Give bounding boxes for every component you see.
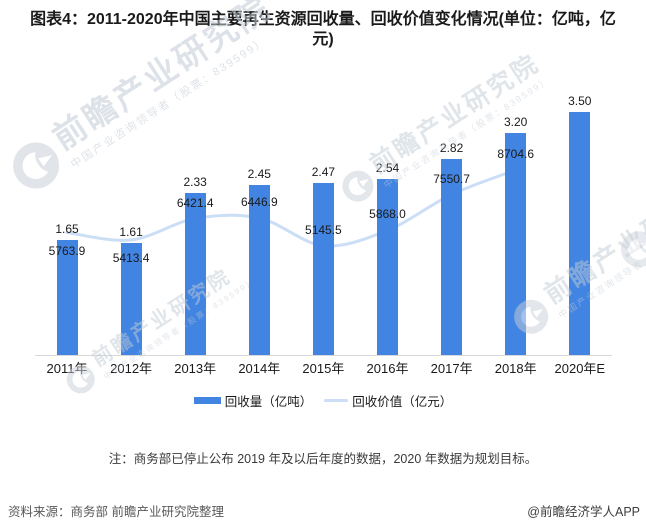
title-line-1: 图表4：2011-2020年中国主要再生资源回收量、回收价值变化情况(单位：亿吨… (30, 11, 616, 28)
bar-value-label: 2.54 (375, 160, 400, 175)
chart-legend: 回收量（亿吨） 回收价值（亿元） (0, 391, 646, 410)
bar-value-label: 1.61 (119, 225, 143, 240)
x-axis-label: 2015年 (302, 361, 345, 376)
bar (184, 193, 206, 355)
bar-value-label: 3.50 (568, 93, 592, 108)
legend-item-recovery-value: 回收价值（亿元） (324, 391, 452, 410)
x-axis-label: 2020年E (554, 361, 606, 376)
footer: 资料来源：商务部 前瞻产业研究院整理 @前瞻经济学人APP (0, 501, 646, 521)
line-value-label: 5413.4 (112, 250, 150, 265)
page-title: 图表4：2011-2020年中国主要再生资源回收量、回收价值变化情况(单位：亿吨… (0, 10, 646, 50)
bar-value-label: 2.47 (311, 165, 336, 180)
line-series-swatch (324, 399, 349, 402)
line-value-label: 5763.9 (48, 243, 86, 258)
legend-label-value: 回收价值（亿元） (352, 395, 453, 409)
legend-item-recovery-volume: 回收量（亿吨） (193, 391, 313, 410)
bar (441, 159, 463, 355)
bar (569, 111, 591, 356)
credit-text: @前瞻经济学人APP (527, 505, 640, 519)
x-axis-label: 2014年 (238, 361, 281, 376)
x-axis-label: 2013年 (174, 361, 217, 376)
bar-value-label: 2.82 (439, 141, 464, 155)
title-line-2: 元) (312, 31, 334, 48)
bar-value-label: 1.65 (55, 222, 79, 237)
x-axis-label: 2016年 (366, 361, 409, 376)
bar (312, 183, 334, 355)
chart-plot: 1.65 2011年 1.61 2012年 2.33 2013年 2.45 2014年 2.47… (0, 60, 646, 380)
line-value-label: 5868.0 (369, 207, 406, 222)
x-axis-line (35, 355, 612, 356)
line-value-label: 5145.5 (305, 222, 342, 237)
source-text: 资料来源：商务部 前瞻产业研究院整理 (8, 505, 224, 519)
bar (56, 240, 78, 355)
bar-value-label: 3.20 (504, 114, 528, 129)
bar (505, 132, 527, 355)
x-axis-label: 2018年 (494, 361, 537, 376)
bar (248, 184, 270, 355)
bar (120, 243, 142, 355)
line-value-label: 7550.7 (433, 171, 470, 186)
bar (377, 178, 398, 355)
x-axis-label: 2012年 (110, 361, 153, 376)
chart-note: 注：商务部已停止公布 2019 年及以后年度的数据，2020 年数据为规划目标。 (108, 452, 538, 466)
bar-value-label: 2.45 (247, 166, 271, 181)
line-value-label: 6421.4 (176, 195, 214, 210)
bar-series-swatch (193, 397, 221, 404)
legend-label-volume: 回收量（亿吨） (224, 395, 313, 409)
x-axis-label: 2017年 (430, 361, 473, 376)
line-value-label: 8704.6 (497, 147, 535, 161)
line-value-label: 6446.9 (240, 195, 278, 209)
bar-value-label: 2.33 (183, 175, 207, 190)
